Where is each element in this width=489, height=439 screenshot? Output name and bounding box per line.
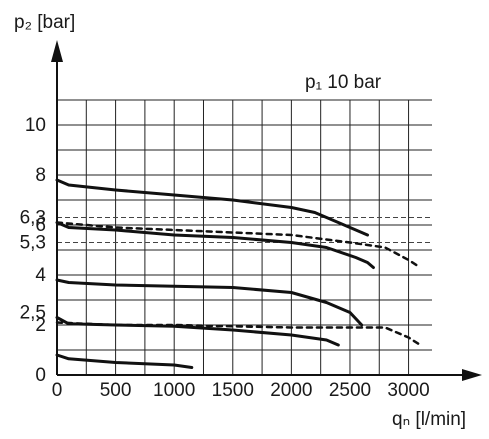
x-tick-label: 500 (100, 380, 132, 401)
tick-labels: 0 500 1000 1500 2000 2500 3000 0 22,5 4 5,366,3 8 10 (20, 115, 430, 401)
y-tick-label: 6 (35, 215, 46, 236)
y-axis-arrow (51, 40, 63, 62)
y-tick-label: 5,3 (20, 233, 46, 254)
x-tick-label: 2000 (270, 380, 312, 401)
series-line-1 (55, 178, 369, 237)
series-line-3 (55, 221, 422, 269)
series-line-6 (55, 321, 422, 347)
series-line-4 (55, 278, 364, 327)
y-tick-label: 2,5 (20, 303, 46, 324)
x-tick-label: 3000 (387, 380, 429, 401)
x-tick-label: 0 (52, 380, 63, 401)
y-tick-label: 0 (35, 365, 46, 386)
chart-axes (51, 40, 482, 381)
x-tick-label: 1000 (153, 380, 195, 401)
y-tick-label: 10 (25, 115, 46, 136)
x-tick-label: 1500 (212, 380, 254, 401)
x-axis-label: qₙ [l/min] (392, 409, 466, 430)
y-tick-label: 2 (35, 315, 46, 336)
pressure-annotation: p₁ 10 bar (305, 72, 382, 93)
series-line-5 (55, 316, 340, 347)
x-tick-label: 2500 (329, 380, 371, 401)
series-line-2 (55, 221, 375, 269)
y-tick-label: 4 (35, 265, 46, 286)
x-axis-arrow (462, 369, 482, 381)
y-tick-label: 6,3 (20, 208, 46, 229)
series-line-7 (55, 353, 194, 369)
reference-lines (57, 217, 432, 243)
chart-series (55, 178, 422, 369)
y-tick-label: 8 (35, 165, 46, 186)
y-axis-label: p₂ [bar] (14, 12, 75, 33)
